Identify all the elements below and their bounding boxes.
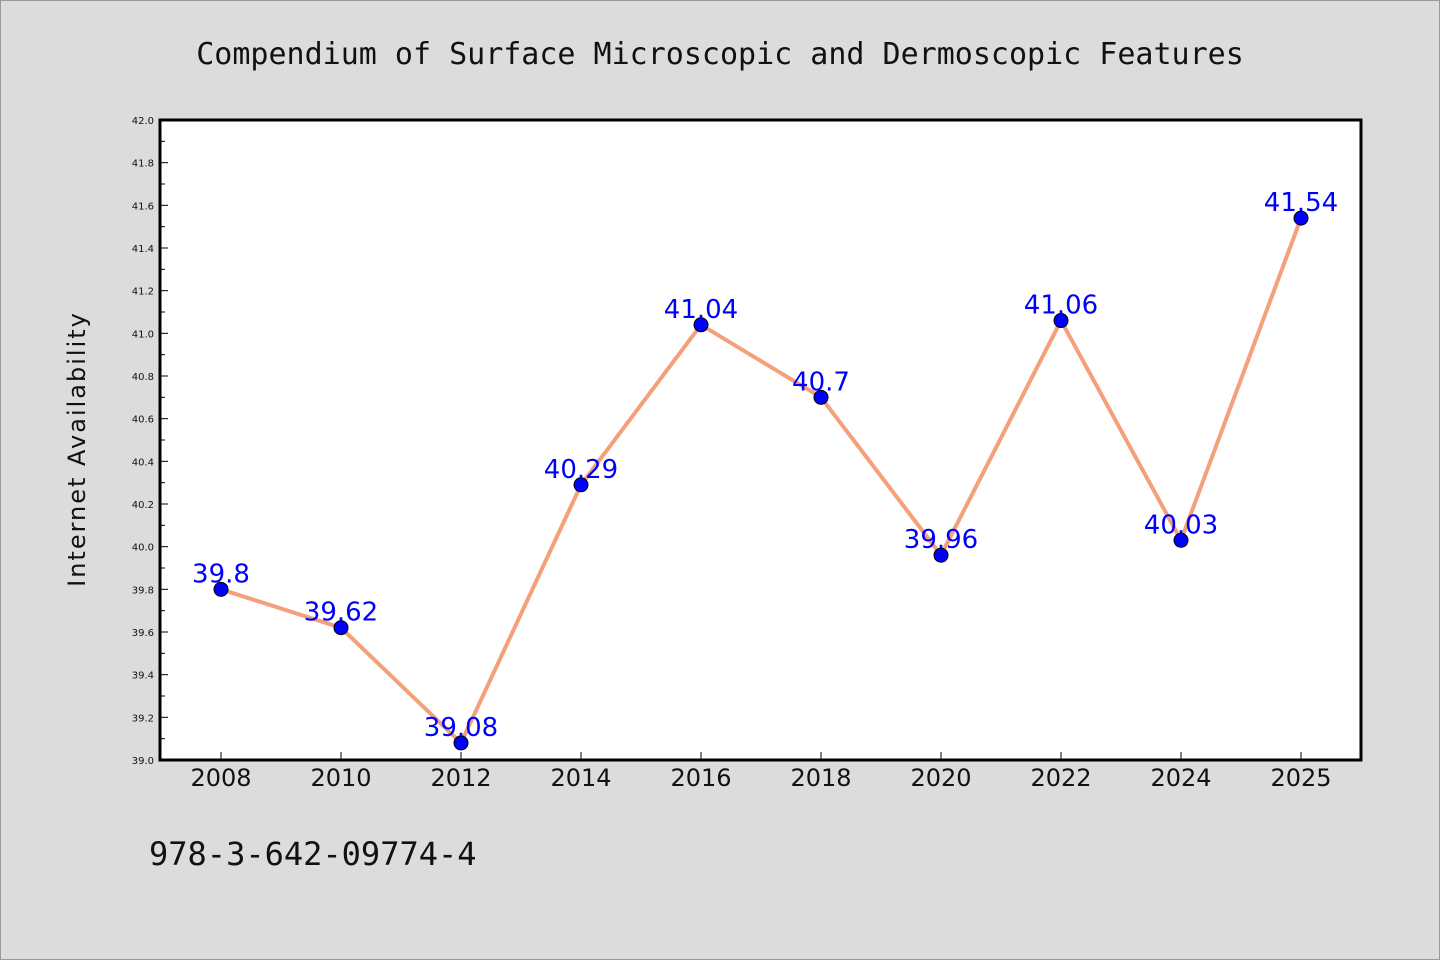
series-line	[219, 216, 1303, 745]
data-label: 39.96	[904, 525, 978, 555]
y-tick-label: 41.8	[132, 159, 154, 170]
y-tick-label: 39.6	[132, 628, 154, 639]
data-point	[333, 620, 349, 636]
data-label: 39.8	[192, 559, 250, 589]
data-label: 41.04	[664, 295, 738, 325]
data-point	[213, 581, 229, 597]
x-tick-label: 2016	[670, 764, 731, 792]
y-tick-label: 42.0	[132, 116, 154, 127]
data-label: 41.54	[1264, 188, 1338, 218]
data-point	[453, 735, 469, 751]
x-tick-label: 2018	[790, 764, 851, 792]
data-series	[219, 216, 1303, 745]
data-point	[933, 547, 949, 563]
x-tick-label: 2010	[310, 764, 371, 792]
y-tick-label: 40.6	[132, 415, 154, 426]
x-tick-label: 2020	[910, 764, 971, 792]
x-tick-label: 2024	[1150, 764, 1211, 792]
y-tick-label: 41.4	[132, 244, 154, 255]
y-tick-label: 40.8	[132, 372, 154, 383]
data-point	[1293, 210, 1309, 226]
data-point	[1053, 313, 1069, 329]
y-tick-label: 39.8	[132, 585, 154, 596]
y-tick-label: 41.6	[132, 201, 154, 212]
y-tick-label: 39.2	[132, 713, 154, 724]
x-tick-label: 2014	[550, 764, 611, 792]
data-label: 39.62	[304, 598, 378, 628]
plot-area	[158, 118, 1363, 762]
data-label: 40.29	[544, 455, 618, 485]
x-tick-label: 2022	[1030, 764, 1091, 792]
data-label: 39.08	[424, 713, 498, 743]
y-tick-label: 41.0	[132, 329, 154, 340]
y-tick-label: 40.0	[132, 543, 154, 554]
y-tick-label: 41.2	[132, 287, 154, 298]
data-label: 41.06	[1024, 291, 1098, 321]
y-tick-label: 39.4	[132, 671, 154, 682]
y-tick-label: 39.0	[132, 756, 154, 767]
data-point	[573, 477, 589, 493]
data-point	[1173, 532, 1189, 548]
data-point	[693, 317, 709, 333]
footer-code: 978-3-642-09774-4	[149, 835, 477, 873]
y-tick-label: 40.4	[132, 457, 154, 468]
chart-title: Compendium of Surface Microscopic and De…	[196, 37, 1244, 72]
y-axis-label: Internet Availability	[63, 311, 91, 587]
x-tick-label: 2025	[1270, 764, 1331, 792]
data-markers	[213, 210, 1309, 751]
data-label: 40.7	[792, 367, 850, 397]
x-axis-ticks: 2008 2010 2012 2014 2016 2018 2020 2022 2024 2025	[190, 752, 1332, 792]
y-tick-label: 40.2	[132, 500, 154, 511]
y-axis-ticks: 39.0 39.2 39.4 39.6 39.8 40.0 40.2 40.4 40.6 40.8…	[132, 116, 168, 767]
data-label: 40.03	[1144, 510, 1218, 540]
data-labels: 39.8 39.62 39.08 40.29 41.04 40.7 39.96 41.06 40…	[192, 188, 1338, 743]
data-point	[813, 389, 829, 405]
x-tick-label: 2008	[190, 764, 251, 792]
x-tick-label: 2012	[430, 764, 491, 792]
